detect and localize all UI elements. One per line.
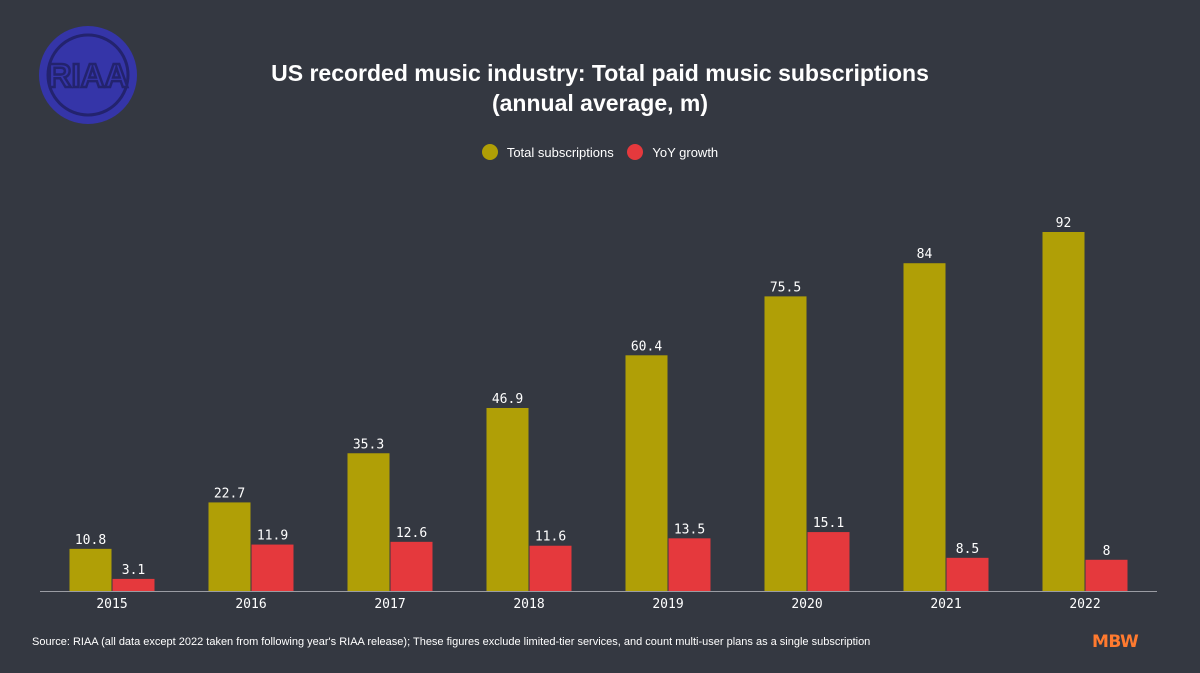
riaa-logo-ring <box>46 33 130 117</box>
legend-item-total[interactable]: Total subscriptions <box>481 144 614 160</box>
chart-title: US recorded music industry: Total paid m… <box>0 58 1200 118</box>
bar-growth-2018[interactable] <box>529 545 572 591</box>
bar-total-2021[interactable] <box>903 263 946 591</box>
data-label-total-2022: 92 <box>1056 216 1072 231</box>
bar-total-2020[interactable] <box>764 296 807 591</box>
x-tick-label-2021: 2021 <box>930 597 961 612</box>
x-tick-label-2017: 2017 <box>374 597 405 612</box>
legend-swatch-growth <box>627 144 644 160</box>
data-label-growth-2022: 8 <box>1103 544 1111 559</box>
data-label-growth-2021: 8.5 <box>956 542 979 557</box>
bar-growth-2021[interactable] <box>946 557 989 591</box>
x-tick-label-2015: 2015 <box>96 597 127 612</box>
bar-total-2015[interactable] <box>69 548 112 591</box>
chart-title-line-2: (annual average, m) <box>491 90 709 116</box>
bar-growth-2017[interactable] <box>390 541 433 591</box>
data-label-total-2017: 35.3 <box>353 437 384 452</box>
source-note: Source: RIAA (all data except 2022 taken… <box>32 636 871 648</box>
riaa-logo-text: RIAA <box>48 57 129 94</box>
legend-label-total: Total subscriptions <box>506 144 614 160</box>
data-label-total-2018: 46.9 <box>492 392 523 407</box>
bar-growth-2020[interactable] <box>807 532 850 591</box>
data-label-total-2019: 60.4 <box>631 339 662 354</box>
legend-swatch-total <box>481 144 498 160</box>
bar-growth-2015[interactable] <box>112 578 155 591</box>
data-label-growth-2019: 13.5 <box>674 522 705 537</box>
bar-total-2022[interactable] <box>1042 232 1085 591</box>
data-label-total-2021: 84 <box>917 247 933 262</box>
bar-total-2019[interactable] <box>625 355 668 591</box>
x-tick-label-2019: 2019 <box>652 597 683 612</box>
legend-label-growth: YoY growth <box>652 144 719 160</box>
bar-total-2018[interactable] <box>486 407 529 591</box>
mbw-logo: MBW <box>1092 632 1139 652</box>
data-label-total-2016: 22.7 <box>214 486 245 501</box>
legend-item-growth[interactable]: YoY growth <box>627 144 718 160</box>
riaa-logo-disc <box>39 26 137 124</box>
chart-legend: Total subscriptions YoY growth <box>0 144 1200 163</box>
bar-growth-2022[interactable] <box>1085 559 1128 591</box>
x-tick-label-2020: 2020 <box>791 597 822 612</box>
x-tick-label-2016: 2016 <box>235 597 266 612</box>
riaa-logo: RIAA <box>39 26 137 124</box>
bar-total-2016[interactable] <box>208 502 251 591</box>
bar-total-2017[interactable] <box>347 453 390 591</box>
chart-title-line-1: US recorded music industry: Total paid m… <box>271 60 929 86</box>
data-label-total-2015: 10.8 <box>75 533 106 548</box>
bar-growth-2019[interactable] <box>668 538 711 591</box>
data-label-growth-2016: 11.9 <box>257 529 288 544</box>
x-tick-label-2018: 2018 <box>513 597 544 612</box>
data-label-total-2020: 75.5 <box>770 280 801 295</box>
x-tick-label-2022: 2022 <box>1069 597 1100 612</box>
data-label-growth-2020: 15.1 <box>813 516 844 531</box>
data-label-growth-2017: 12.6 <box>396 526 427 541</box>
bar-growth-2016[interactable] <box>251 544 294 591</box>
data-label-growth-2015: 3.1 <box>122 563 145 578</box>
data-label-growth-2018: 11.6 <box>535 530 566 545</box>
